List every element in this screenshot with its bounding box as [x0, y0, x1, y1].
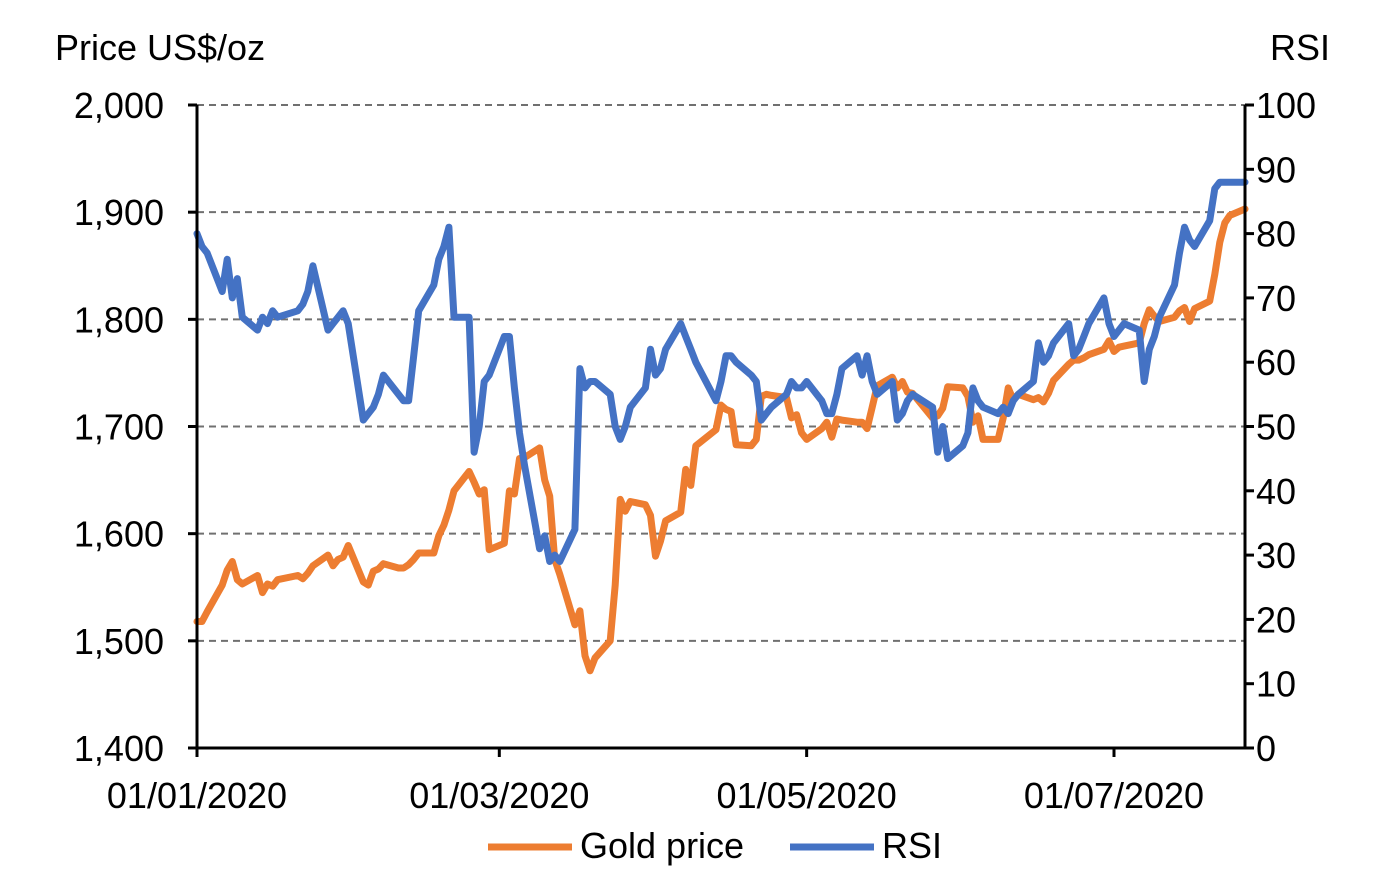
right-axis-ticks: 0 10 20 30 40 50 60 70 80 90 100	[1245, 85, 1316, 769]
right-tick-label: 60	[1256, 342, 1296, 383]
series-line-gold-price	[193, 205, 1249, 675]
right-tick-label: 90	[1256, 149, 1296, 190]
left-tick-label: 1,500	[74, 621, 164, 662]
right-tick-label: 20	[1256, 599, 1296, 640]
series-lines	[193, 178, 1249, 675]
series-line-rsi	[193, 178, 1249, 565]
left-tick-label: 1,400	[74, 728, 164, 769]
right-tick-label: 100	[1256, 85, 1316, 126]
left-tick-label: 2,000	[74, 85, 164, 126]
legend: Gold price RSI	[488, 825, 942, 866]
x-tick-label: 01/01/2020	[107, 775, 287, 816]
right-tick-label: 80	[1256, 214, 1296, 255]
legend-label-rsi: RSI	[882, 825, 942, 866]
left-axis-title: Price US$/oz	[55, 27, 265, 68]
right-tick-label: 40	[1256, 471, 1296, 512]
x-tick-label: 01/05/2020	[717, 775, 897, 816]
right-tick-label: 30	[1256, 535, 1296, 576]
x-axis-ticks: 01/01/2020 01/03/2020 01/05/2020 01/07/2020	[107, 748, 1204, 816]
x-tick-label: 01/07/2020	[1024, 775, 1204, 816]
right-tick-label: 70	[1256, 278, 1296, 319]
left-tick-label: 1,900	[74, 192, 164, 233]
gridlines	[197, 104, 1245, 642]
x-tick-label: 01/03/2020	[409, 775, 589, 816]
right-tick-label: 50	[1256, 407, 1296, 448]
left-tick-label: 1,800	[74, 299, 164, 340]
left-tick-label: 1,600	[74, 514, 164, 555]
legend-label-gold-price: Gold price	[580, 825, 744, 866]
left-axis-ticks: 1,400 1,500 1,600 1,700 1,800 1,900 2,000	[74, 85, 197, 769]
right-axis-title: RSI	[1270, 27, 1330, 68]
left-tick-label: 1,700	[74, 407, 164, 448]
right-tick-label: 10	[1256, 664, 1296, 705]
right-tick-label: 0	[1256, 728, 1276, 769]
